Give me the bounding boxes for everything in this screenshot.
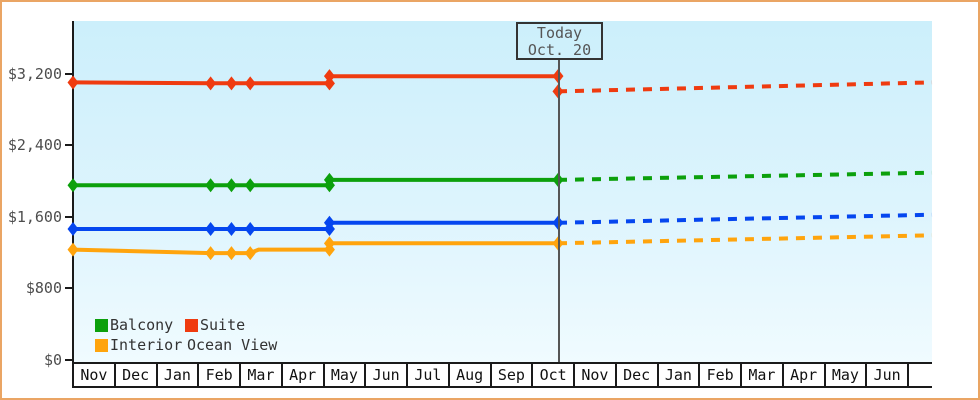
month-cell-10: Sep xyxy=(489,364,532,386)
month-cell-4: Mar xyxy=(239,364,281,386)
legend-label-balcony: Balcony xyxy=(110,316,174,334)
month-cell-0: Nov xyxy=(72,364,114,386)
month-cell-6: May xyxy=(322,364,365,386)
today-marker-box: Today Oct. 20 xyxy=(516,22,603,60)
today-line xyxy=(558,59,560,363)
y-tick-label-1600: $1,600 xyxy=(7,207,62,226)
legend-row-0: Balcony Suite xyxy=(95,315,275,335)
y-tick-label-2400: $2,400 xyxy=(7,136,62,154)
legend-label-suite: Suite xyxy=(200,316,246,334)
y-tick-mark xyxy=(65,287,73,289)
y-tick-label-800: $800 xyxy=(25,279,62,297)
month-cell-1: Dec xyxy=(113,364,156,386)
month-cell-3: Feb xyxy=(197,364,239,386)
legend-label-ocean-view: Ocean View xyxy=(187,336,278,354)
legend-label-interior: Interior xyxy=(110,336,183,354)
month-cell-17: Apr xyxy=(781,364,824,386)
y-axis xyxy=(72,21,74,364)
month-cell-8: Jul xyxy=(406,364,448,386)
plot-area-background xyxy=(74,21,932,363)
legend-swatch-suite xyxy=(185,318,198,332)
legend-item-balcony: Balcony xyxy=(95,316,185,334)
legend-item-ocean-view: Ocean View xyxy=(185,336,278,354)
y-tick-mark xyxy=(65,72,73,75)
y-tick-mark xyxy=(65,358,73,361)
month-cell-12: Nov xyxy=(573,364,615,386)
month-cell-16: Mar xyxy=(740,364,782,386)
month-cell-14: Jan xyxy=(656,364,699,386)
y-tick-mark xyxy=(65,215,73,218)
x-axis-month-row: Nov Dec Jan Feb Mar Apr May Jun Jul Aug Sep Oct Nov D… xyxy=(72,362,932,388)
month-cell-11: Oct xyxy=(531,364,573,386)
y-tick-mark xyxy=(65,144,73,146)
legend-swatch-balcony xyxy=(95,318,108,332)
legend: Balcony Suite Interior Ocean View xyxy=(95,315,278,355)
legend-item-interior: Interior xyxy=(95,336,185,354)
month-cell-empty xyxy=(907,364,932,386)
month-cell-13: Dec xyxy=(614,364,657,386)
today-label: Today xyxy=(536,24,583,42)
legend-row-1: Interior Ocean View xyxy=(95,335,278,355)
legend-item-suite: Suite xyxy=(185,316,275,334)
y-tick-label-0: $0 xyxy=(43,350,62,369)
month-cell-9: Aug xyxy=(447,364,490,386)
month-cell-7: Jun xyxy=(364,364,406,386)
today-date: Oct. 20 xyxy=(527,41,592,59)
month-cell-2: Jan xyxy=(155,364,198,386)
month-cell-18: May xyxy=(823,364,866,386)
y-tick-label-3200: $3,200 xyxy=(7,64,62,83)
month-cell-5: Apr xyxy=(280,364,323,386)
legend-swatch-interior xyxy=(95,338,108,352)
month-cell-15: Feb xyxy=(698,364,740,386)
month-cell-19: Jun xyxy=(865,364,907,386)
